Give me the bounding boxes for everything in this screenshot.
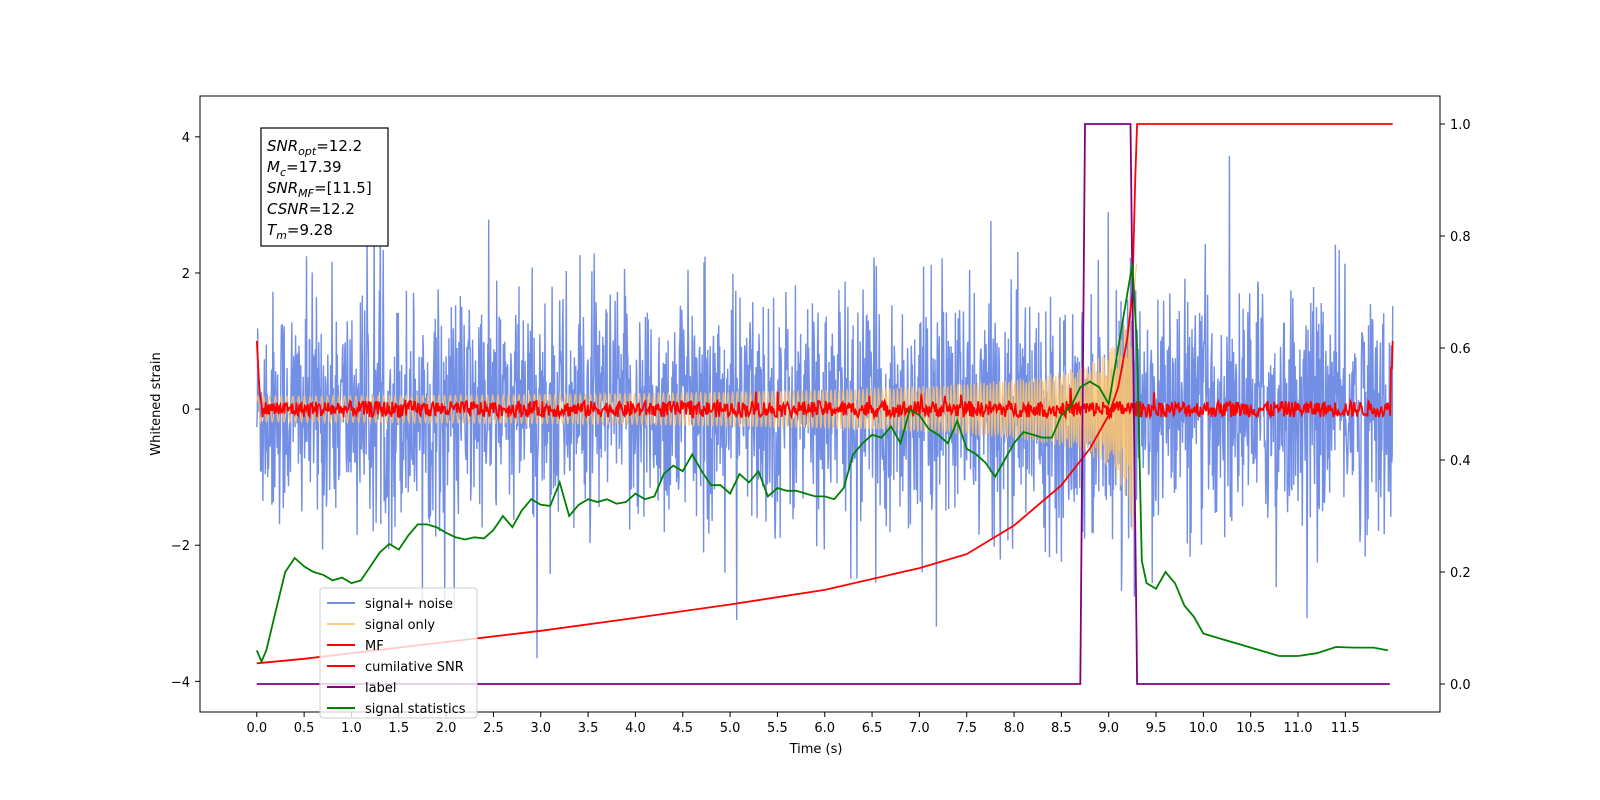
annotation-line: Mc=17.39 [267, 158, 342, 179]
annotation-box: SNRopt=12.2Mc=17.39SNRMF=[11.5]CSNR=12.2… [260, 127, 389, 247]
legend-frame [319, 587, 478, 719]
y-axis-ticks: −4 −2 0 2 4 [171, 131, 200, 690]
y-axis-label: Whitened strain [149, 352, 164, 455]
annotation-line: CSNR=12.2 [267, 200, 355, 218]
x-tick-label: 10.0 [1189, 721, 1218, 736]
x-tick-label: 8.0 [1004, 721, 1025, 736]
plot-frame [199, 95, 1441, 713]
y-tick-label: 4 [182, 131, 190, 146]
series-mf-line [255, 340, 1394, 421]
legend-label: MF [365, 639, 384, 654]
x-tick-label: 5.5 [767, 721, 788, 736]
y-tick-label: 0 [182, 403, 190, 418]
legend-label: cumilative SNR [365, 660, 464, 675]
x-tick-label: 3.5 [578, 721, 599, 736]
annotation-line: Tm=9.28 [267, 221, 333, 242]
x-tick-label: 11.0 [1284, 721, 1313, 736]
y2-tick-label: 0.0 [1450, 678, 1471, 693]
y2-tick-label: 1.0 [1450, 118, 1471, 133]
x-tick-label: 1.5 [388, 721, 409, 736]
y2-tick-label: 0.4 [1450, 454, 1471, 469]
y2-tick-label: 0.6 [1450, 342, 1471, 357]
annotation-line: SNRMF=[11.5] [267, 179, 372, 200]
x-tick-label: 4.5 [672, 721, 693, 736]
x-tick-label: 5.0 [720, 721, 741, 736]
y-tick-label: −4 [171, 675, 190, 690]
x-axis-ticks: 0.0 0.5 1.0 1.5 2.0 2.5 3.0 3.5 4.0 4.5 5.0 5.5 6.0 6… [246, 712, 1360, 736]
x-tick-label: 6.5 [862, 721, 883, 736]
x-tick-label: 1.0 [341, 721, 362, 736]
y2-axis-ticks: 0.0 0.2 0.4 0.6 0.8 1.0 [1440, 118, 1471, 693]
y2-tick-label: 0.2 [1450, 566, 1471, 581]
legend-label: signal statistics [365, 702, 466, 717]
x-tick-label: 6.0 [814, 721, 835, 736]
x-tick-label: 7.0 [909, 721, 930, 736]
annotation-frame [260, 127, 389, 247]
x-tick-label: 9.5 [1146, 721, 1167, 736]
x-tick-label: 2.0 [436, 721, 457, 736]
annotation-line: SNRopt=12.2 [267, 137, 362, 158]
x-tick-label: 11.5 [1331, 721, 1360, 736]
legend-label: label [365, 681, 396, 696]
y-tick-label: −2 [171, 539, 190, 554]
x-tick-label: 9.0 [1098, 721, 1119, 736]
x-tick-label: 7.5 [956, 721, 977, 736]
series-signal-statistics-line [255, 263, 1389, 664]
series-label-line [256, 123, 1390, 685]
x-tick-label: 3.0 [530, 721, 551, 736]
x-tick-label: 2.5 [483, 721, 504, 736]
x-tick-label: 8.5 [1051, 721, 1072, 736]
y-tick-label: 2 [182, 267, 190, 282]
x-axis-label: Time (s) [789, 742, 843, 757]
legend-label: signal only [365, 618, 435, 633]
y2-tick-label: 0.8 [1450, 230, 1471, 245]
legend-label: signal+ noise [365, 597, 453, 612]
x-tick-label: 4.0 [625, 721, 646, 736]
legend: signal+ noise signal only MF cumilative SNR… [319, 587, 478, 719]
x-tick-label: 10.5 [1236, 721, 1265, 736]
x-tick-label: 0.0 [246, 721, 267, 736]
x-tick-label: 0.5 [294, 721, 315, 736]
series-signal-only-line [256, 263, 1138, 531]
